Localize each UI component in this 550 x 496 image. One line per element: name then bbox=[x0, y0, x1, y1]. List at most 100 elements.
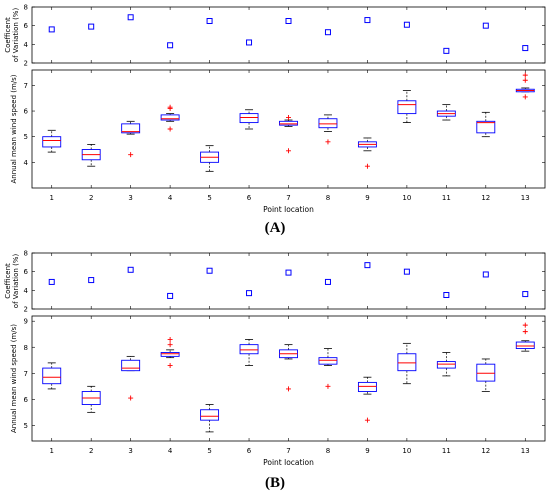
box-location-10 bbox=[397, 90, 417, 123]
x-tick-label: 5 bbox=[207, 194, 211, 202]
box-outlier bbox=[286, 148, 291, 154]
box-iqr bbox=[200, 409, 220, 421]
box-outlier bbox=[167, 104, 173, 110]
cv-point bbox=[364, 262, 371, 269]
box-iqr bbox=[121, 123, 141, 134]
cv-point bbox=[522, 291, 529, 298]
cv-y-tick-label: 4 bbox=[24, 41, 29, 49]
x-tick-label: 6 bbox=[247, 194, 252, 202]
x-tick-label: 4 bbox=[168, 447, 173, 455]
box-outlier bbox=[167, 342, 173, 348]
box-location-3 bbox=[121, 120, 141, 158]
cv-y-tick-label: 2 bbox=[24, 60, 28, 68]
cv-point bbox=[206, 18, 213, 24]
box-subplot: 4 5 6 7 Annual mean wind speed (m/s) bbox=[10, 69, 546, 189]
cv-point bbox=[88, 277, 95, 284]
box-location-9 bbox=[357, 376, 377, 423]
cv-point bbox=[482, 22, 489, 29]
cv-point bbox=[324, 29, 331, 36]
box-iqr bbox=[436, 361, 456, 369]
box-y-tick-label: 5 bbox=[24, 133, 28, 141]
box-outlier bbox=[522, 322, 528, 328]
cv-point bbox=[403, 268, 410, 275]
box-iqr bbox=[397, 100, 417, 115]
box-iqr bbox=[397, 353, 417, 372]
cv-y-tick-label: 8 bbox=[24, 4, 28, 12]
box-location-6 bbox=[239, 339, 259, 366]
x-tick-label: 7 bbox=[286, 194, 290, 202]
box-location-5 bbox=[200, 404, 220, 433]
x-tick-label: 1 bbox=[49, 447, 53, 455]
box-ylabel: Annual mean wind speed (m/s) bbox=[10, 324, 18, 433]
x-tick-label: 6 bbox=[247, 447, 252, 455]
box-iqr bbox=[476, 120, 496, 134]
panel-b: 2 4 6 8 Coefficent of Variation (%) 5 6 7 8 9 Annua… bbox=[4, 250, 546, 491]
panel-a: 2 4 6 8 Coefficent of Variation (%) 4 5 6 7 Annual… bbox=[4, 4, 546, 236]
box-y-tick-label: 5 bbox=[24, 422, 28, 430]
x-tick-label: 13 bbox=[521, 447, 530, 455]
cv-axes-frame bbox=[31, 252, 546, 310]
box-location-1 bbox=[42, 129, 62, 153]
box-outlier bbox=[522, 72, 528, 78]
box-location-4 bbox=[160, 336, 180, 368]
box-outlier bbox=[167, 362, 173, 368]
cv-ylabel-line2: of Variation (%) bbox=[12, 254, 20, 309]
cv-ylabel-line1: Coefficent bbox=[4, 17, 12, 53]
box-iqr bbox=[42, 367, 62, 385]
box-outlier bbox=[167, 336, 173, 342]
x-tick-label: 5 bbox=[207, 447, 211, 455]
box-iqr bbox=[42, 136, 62, 148]
box-y-tick-label: 4 bbox=[24, 159, 29, 167]
cv-point bbox=[246, 290, 253, 297]
box-location-8 bbox=[318, 348, 338, 389]
box-iqr bbox=[160, 352, 180, 357]
x-tick-label: 8 bbox=[326, 447, 330, 455]
box-iqr bbox=[239, 344, 259, 355]
box-location-2 bbox=[81, 385, 101, 413]
x-tick-label: 3 bbox=[128, 447, 132, 455]
box-location-4 bbox=[160, 104, 180, 132]
box-y-tick-label: 6 bbox=[24, 396, 29, 404]
cv-point bbox=[522, 45, 529, 52]
box-outlier bbox=[522, 329, 528, 335]
cv-y-tick-label: 8 bbox=[24, 250, 28, 258]
box-outlier bbox=[167, 126, 173, 132]
box-outlier bbox=[286, 114, 291, 120]
x-tick-label: 1 bbox=[49, 194, 53, 202]
box-location-13 bbox=[515, 72, 535, 100]
cv-y-tick-label: 6 bbox=[24, 268, 29, 276]
box-location-1 bbox=[42, 362, 62, 390]
x-axis-label: Point location bbox=[263, 458, 314, 467]
box-location-3 bbox=[121, 355, 141, 401]
cv-point bbox=[285, 18, 292, 24]
box-location-2 bbox=[81, 143, 101, 167]
x-tick-label: 2 bbox=[89, 447, 93, 455]
box-outlier bbox=[286, 386, 291, 392]
box-ylabel: Annual mean wind speed (m/s) bbox=[10, 74, 18, 183]
box-location-12 bbox=[476, 111, 496, 138]
x-tick-label: 9 bbox=[365, 194, 369, 202]
cv-ylabel-line2: of Variation (%) bbox=[12, 8, 20, 63]
x-tick-label: 11 bbox=[442, 447, 451, 455]
x-tick-label: 7 bbox=[286, 447, 290, 455]
box-y-tick-label: 7 bbox=[24, 370, 28, 378]
cv-y-tick-label: 6 bbox=[24, 22, 29, 30]
box-axes-frame bbox=[31, 315, 546, 442]
box-location-12 bbox=[476, 358, 496, 392]
box-outlier bbox=[325, 383, 331, 389]
cv-y-tick-label: 4 bbox=[24, 287, 29, 295]
cv-point bbox=[48, 26, 55, 33]
cv-point bbox=[364, 17, 371, 24]
cv-point bbox=[167, 42, 174, 49]
box-outlier bbox=[128, 395, 134, 401]
box-iqr bbox=[476, 363, 496, 382]
x-tick-label: 4 bbox=[168, 194, 173, 202]
box-location-11 bbox=[436, 104, 456, 121]
box-iqr bbox=[160, 114, 180, 121]
x-tick-label: 8 bbox=[326, 194, 330, 202]
x-axis-label: Point location bbox=[263, 205, 314, 214]
cv-point bbox=[48, 278, 55, 285]
box-location-11 bbox=[436, 352, 456, 377]
